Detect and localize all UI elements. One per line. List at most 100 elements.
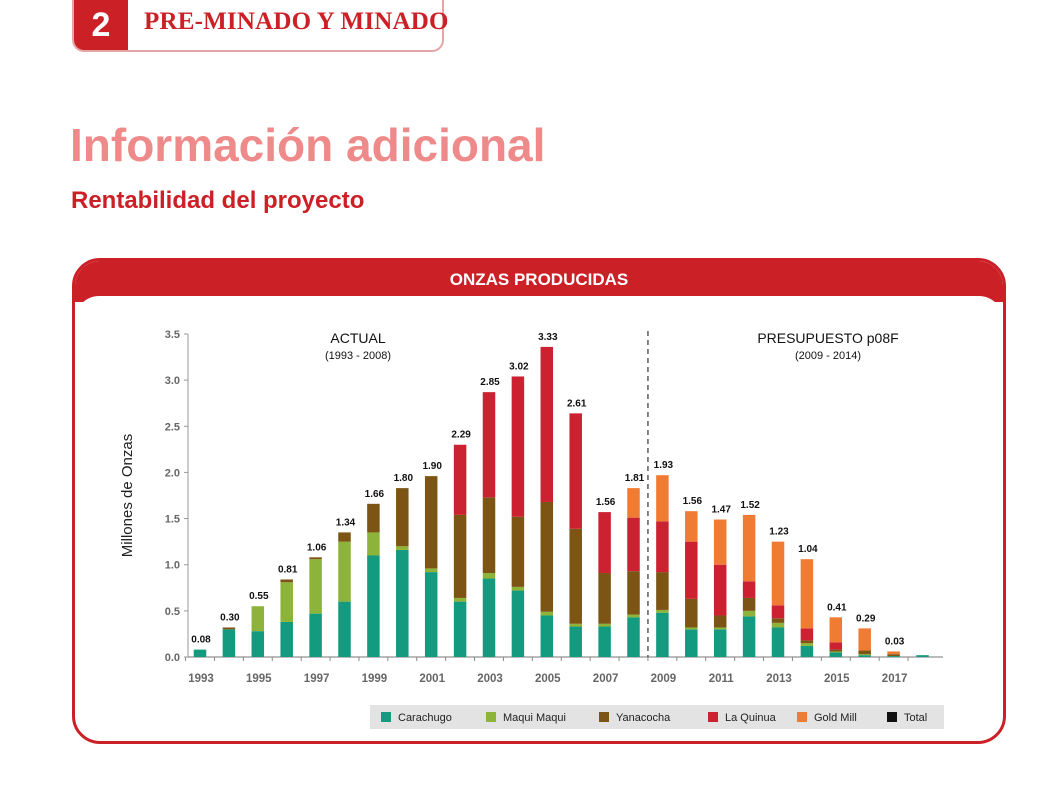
bar-segment-yanacocha [742,597,756,611]
bar-segment-gold-mill [829,617,843,643]
bar-segment-carachugo [656,612,669,657]
bar-segment-maqui-maqui [656,609,669,613]
legend-swatch [887,712,897,722]
legend-label: Gold Mill [814,712,857,724]
bar-segment-gold-mill [627,488,640,518]
bar-segment-carachugo [338,601,351,657]
period-budget-label: PRESUPUESTO p08F [757,330,898,346]
bar-segment-la-quinua [453,444,467,515]
legend-swatch [381,712,391,722]
bar-segment-yanacocha [309,557,322,560]
data-label: 1.06 [307,542,327,553]
bar-segment-carachugo [771,627,785,657]
x-tick-label: 2011 [709,673,735,685]
legend-label: La Quinua [725,712,777,724]
section-title: PRE-MINADO Y MINADO [144,8,449,35]
bar-segment-yanacocha [540,501,554,612]
bar-segment-la-quinua [742,581,756,598]
y-tick-label: 0.5 [165,606,180,618]
data-label: 1.23 [769,527,789,538]
bar-segment-yanacocha [367,503,380,533]
bar-segment-yanacocha [858,650,871,655]
legend-swatch [599,712,609,722]
y-tick-label: 0.0 [165,652,180,664]
bar-segment-maqui-maqui [453,597,467,602]
x-tick-label: 1995 [246,673,272,685]
data-label: 0.41 [827,602,847,613]
y-tick-label: 2.5 [165,421,180,433]
bar-segment-maqui-maqui [858,654,871,656]
data-label: 1.04 [798,544,818,555]
bar-segment-yanacocha [656,572,669,610]
data-label: 1.56 [683,496,703,507]
data-label: 1.52 [740,500,760,511]
bar-segment-maqui-maqui [338,541,351,602]
bar-segment-carachugo [482,578,496,657]
x-tick-label: 2001 [419,673,445,685]
bar-segment-yanacocha [598,573,611,624]
bar-segment-carachugo [713,629,727,657]
bar-segment-maqui-maqui [627,614,640,618]
bar-segment-la-quinua [511,376,525,517]
legend-label: Maqui Maqui [503,712,566,724]
period-budget-range: (2009 - 2014) [795,350,861,362]
bar-segment-gold-mill [858,628,871,651]
data-label: 0.03 [885,636,905,647]
data-label: 1.66 [365,489,385,500]
page-title: Información adicional [70,119,546,171]
bar-segment-carachugo [800,645,814,657]
bar-segment-yanacocha [829,649,843,652]
bar-segment-maqui-maqui [482,573,496,579]
bar-segment-maqui-maqui [742,610,756,617]
bar-segment-maqui-maqui [800,643,814,646]
bar-segment-yanacocha [396,488,409,547]
bar-segment-gold-mill [656,475,669,522]
y-tick-label: 1.5 [165,514,180,526]
bar-segment-yanacocha [453,514,467,598]
bar-segment-carachugo [251,631,265,657]
data-label: 1.80 [394,473,414,484]
bar-segment-carachugo [887,656,900,657]
bar-segment-la-quinua [569,413,582,529]
bar-segment-la-quinua [829,642,843,650]
x-tick-label: 2007 [593,673,619,685]
bar-segment-gold-mill [800,559,814,629]
bar-segment-maqui-maqui [540,611,554,616]
bar-segment-maqui-maqui [251,606,265,632]
data-label: 0.29 [856,613,876,624]
bar-segment-carachugo [367,555,380,657]
bar-segment-maqui-maqui [685,627,698,630]
data-label: 1.90 [422,461,442,472]
legend-swatch [708,712,718,722]
bar-segment-yanacocha [713,615,727,628]
x-tick-label: 2005 [535,673,561,685]
legend-swatch [797,712,807,722]
chart: 0.0 0.5 1.0 1.5 2.0 2.5 3.0 3.5 Millones de Onza… [119,329,944,729]
bar-segment-carachugo [916,655,929,657]
bar-segment-yanacocha [424,476,438,569]
bar-segment-maqui-maqui [309,559,322,614]
bar-segment-la-quinua [800,628,814,641]
bar-segment-carachugo [540,615,554,657]
bar-segment-maqui-maqui [771,622,785,628]
x-tick-label: 1997 [304,673,330,685]
bar-segment-yanacocha [627,571,640,615]
bar-segment-maqui-maqui [598,623,611,627]
period-actual-label: ACTUAL [330,330,385,346]
bar-segment-maqui-maqui [280,582,293,622]
bar-segment-maqui-maqui [367,532,380,556]
data-label: 1.34 [336,517,356,528]
y-tick-label: 2.0 [165,467,180,479]
bar-segment-yanacocha [482,497,496,574]
data-label: 0.30 [220,612,240,623]
bar-segment-maqui-maqui [511,586,525,591]
data-label: 3.33 [538,332,558,343]
x-tick-label: 1999 [362,673,388,685]
bar-segment-gold-mill [742,514,756,582]
x-tick-label: 2017 [882,673,908,685]
x-tick-label: 2009 [651,673,677,685]
bar-segment-yanacocha [222,627,236,630]
bar-segment-carachugo [193,649,207,657]
bar-segment-yanacocha [338,532,351,542]
bar-segment-carachugo [453,601,467,657]
